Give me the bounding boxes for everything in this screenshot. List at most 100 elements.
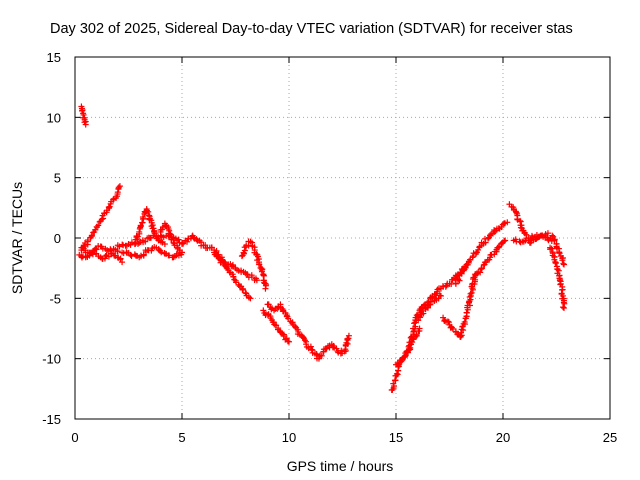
data-point-interp bbox=[98, 216, 105, 223]
data-point-interp bbox=[413, 312, 420, 319]
data-point-interp bbox=[242, 289, 249, 296]
data-point-interp bbox=[93, 246, 100, 253]
data-point-interp bbox=[166, 252, 173, 259]
data-point-interp bbox=[106, 203, 113, 210]
data-point bbox=[247, 295, 254, 302]
data-point bbox=[544, 230, 551, 237]
data-point-interp bbox=[127, 241, 134, 248]
data-point-interp bbox=[318, 352, 325, 359]
data-point-interp bbox=[224, 265, 231, 272]
data-point-interp bbox=[478, 265, 485, 272]
data-point-interp bbox=[463, 309, 470, 316]
data-point-interp bbox=[92, 245, 99, 252]
data-point-interp bbox=[307, 343, 314, 350]
data-point bbox=[161, 241, 168, 248]
data-point-interp bbox=[390, 380, 397, 387]
data-point bbox=[116, 183, 123, 190]
data-point-interp bbox=[559, 286, 566, 293]
data-point bbox=[179, 249, 185, 256]
data-point-interp bbox=[283, 335, 290, 342]
y-tick-label: 0 bbox=[54, 231, 61, 246]
data-point-interp bbox=[455, 276, 462, 283]
data-point-interp bbox=[552, 260, 559, 267]
grid-lines bbox=[75, 57, 610, 419]
data-point bbox=[504, 219, 511, 226]
data-point-interp bbox=[407, 334, 414, 341]
data-point-interp bbox=[559, 257, 566, 264]
data-point-interp bbox=[485, 235, 492, 242]
data-point bbox=[260, 307, 267, 314]
y-tick-label: -10 bbox=[42, 352, 61, 367]
x-tick-label: 10 bbox=[282, 430, 296, 445]
data-point-interp bbox=[482, 239, 489, 246]
data-point-interp bbox=[217, 259, 224, 266]
data-point bbox=[136, 228, 143, 235]
data-point bbox=[560, 304, 567, 311]
axis-ticks: 0 5 10 15 20 25 -15 -10 -5 0 5 10 15 bbox=[42, 50, 617, 445]
data-point-interp bbox=[333, 345, 340, 352]
data-point-interp bbox=[425, 298, 432, 305]
data-point-interp bbox=[256, 261, 263, 268]
data-point-interp bbox=[458, 332, 465, 339]
y-tick-label: 15 bbox=[47, 50, 61, 65]
data-point-interp bbox=[139, 214, 146, 221]
data-point-interp bbox=[480, 262, 487, 269]
x-axis-label: GPS time / hours bbox=[287, 458, 394, 474]
data-point bbox=[262, 285, 269, 292]
data-point-interp bbox=[394, 360, 401, 367]
data-point-interp bbox=[462, 264, 469, 271]
data-point-interp bbox=[175, 236, 182, 243]
x-tick-label: 5 bbox=[178, 430, 185, 445]
data-point-interp bbox=[230, 273, 237, 280]
x-tick-label: 0 bbox=[71, 430, 78, 445]
data-point-interp bbox=[501, 238, 508, 245]
data-point bbox=[114, 248, 121, 255]
data-point-interp bbox=[244, 271, 251, 278]
data-point-interp bbox=[439, 283, 446, 290]
data-point-interp bbox=[452, 280, 459, 287]
data-point-interp bbox=[260, 272, 267, 279]
data-point-interp bbox=[477, 269, 484, 276]
data-point-interp bbox=[171, 242, 178, 249]
data-point-interp bbox=[102, 253, 109, 260]
data-point bbox=[559, 292, 566, 299]
data-point bbox=[345, 332, 352, 339]
data-point-interp bbox=[158, 226, 165, 233]
data-point bbox=[560, 261, 567, 268]
data-point-interp bbox=[119, 241, 126, 248]
y-tick-label: -15 bbox=[42, 412, 61, 427]
data-point-interp bbox=[343, 339, 350, 346]
data-point-interp bbox=[458, 270, 465, 277]
data-point bbox=[303, 341, 310, 348]
data-point-interp bbox=[555, 267, 562, 274]
data-point-interp bbox=[88, 233, 95, 240]
data-point bbox=[286, 338, 292, 345]
data-point-interp bbox=[466, 294, 473, 301]
y-axis-label: SDTVAR / TECUs bbox=[9, 182, 25, 294]
data-point-interp bbox=[467, 290, 474, 297]
data-point-interp bbox=[280, 333, 287, 340]
x-tick-label: 25 bbox=[603, 430, 617, 445]
data-point bbox=[437, 292, 444, 299]
data-point-interp bbox=[560, 260, 567, 267]
data-point-interp bbox=[184, 238, 191, 245]
data-point bbox=[502, 237, 509, 244]
data-point-interp bbox=[444, 318, 451, 325]
data-point bbox=[399, 355, 406, 362]
data-point-interp bbox=[180, 240, 187, 247]
data-point-interp bbox=[246, 294, 253, 301]
data-point-interp bbox=[556, 250, 563, 257]
data-point-interp bbox=[166, 230, 173, 237]
x-tick-label: 15 bbox=[389, 430, 403, 445]
data-point-interp bbox=[413, 331, 420, 338]
data-points bbox=[76, 103, 568, 394]
data-point-interp bbox=[142, 238, 149, 245]
data-point-interp bbox=[145, 208, 152, 215]
data-point-interp bbox=[442, 283, 449, 290]
data-point-interp bbox=[468, 289, 475, 296]
data-point-interp bbox=[551, 236, 558, 243]
y-tick-label: 5 bbox=[54, 171, 61, 186]
y-tick-label: 10 bbox=[47, 110, 61, 125]
data-point bbox=[119, 259, 126, 266]
